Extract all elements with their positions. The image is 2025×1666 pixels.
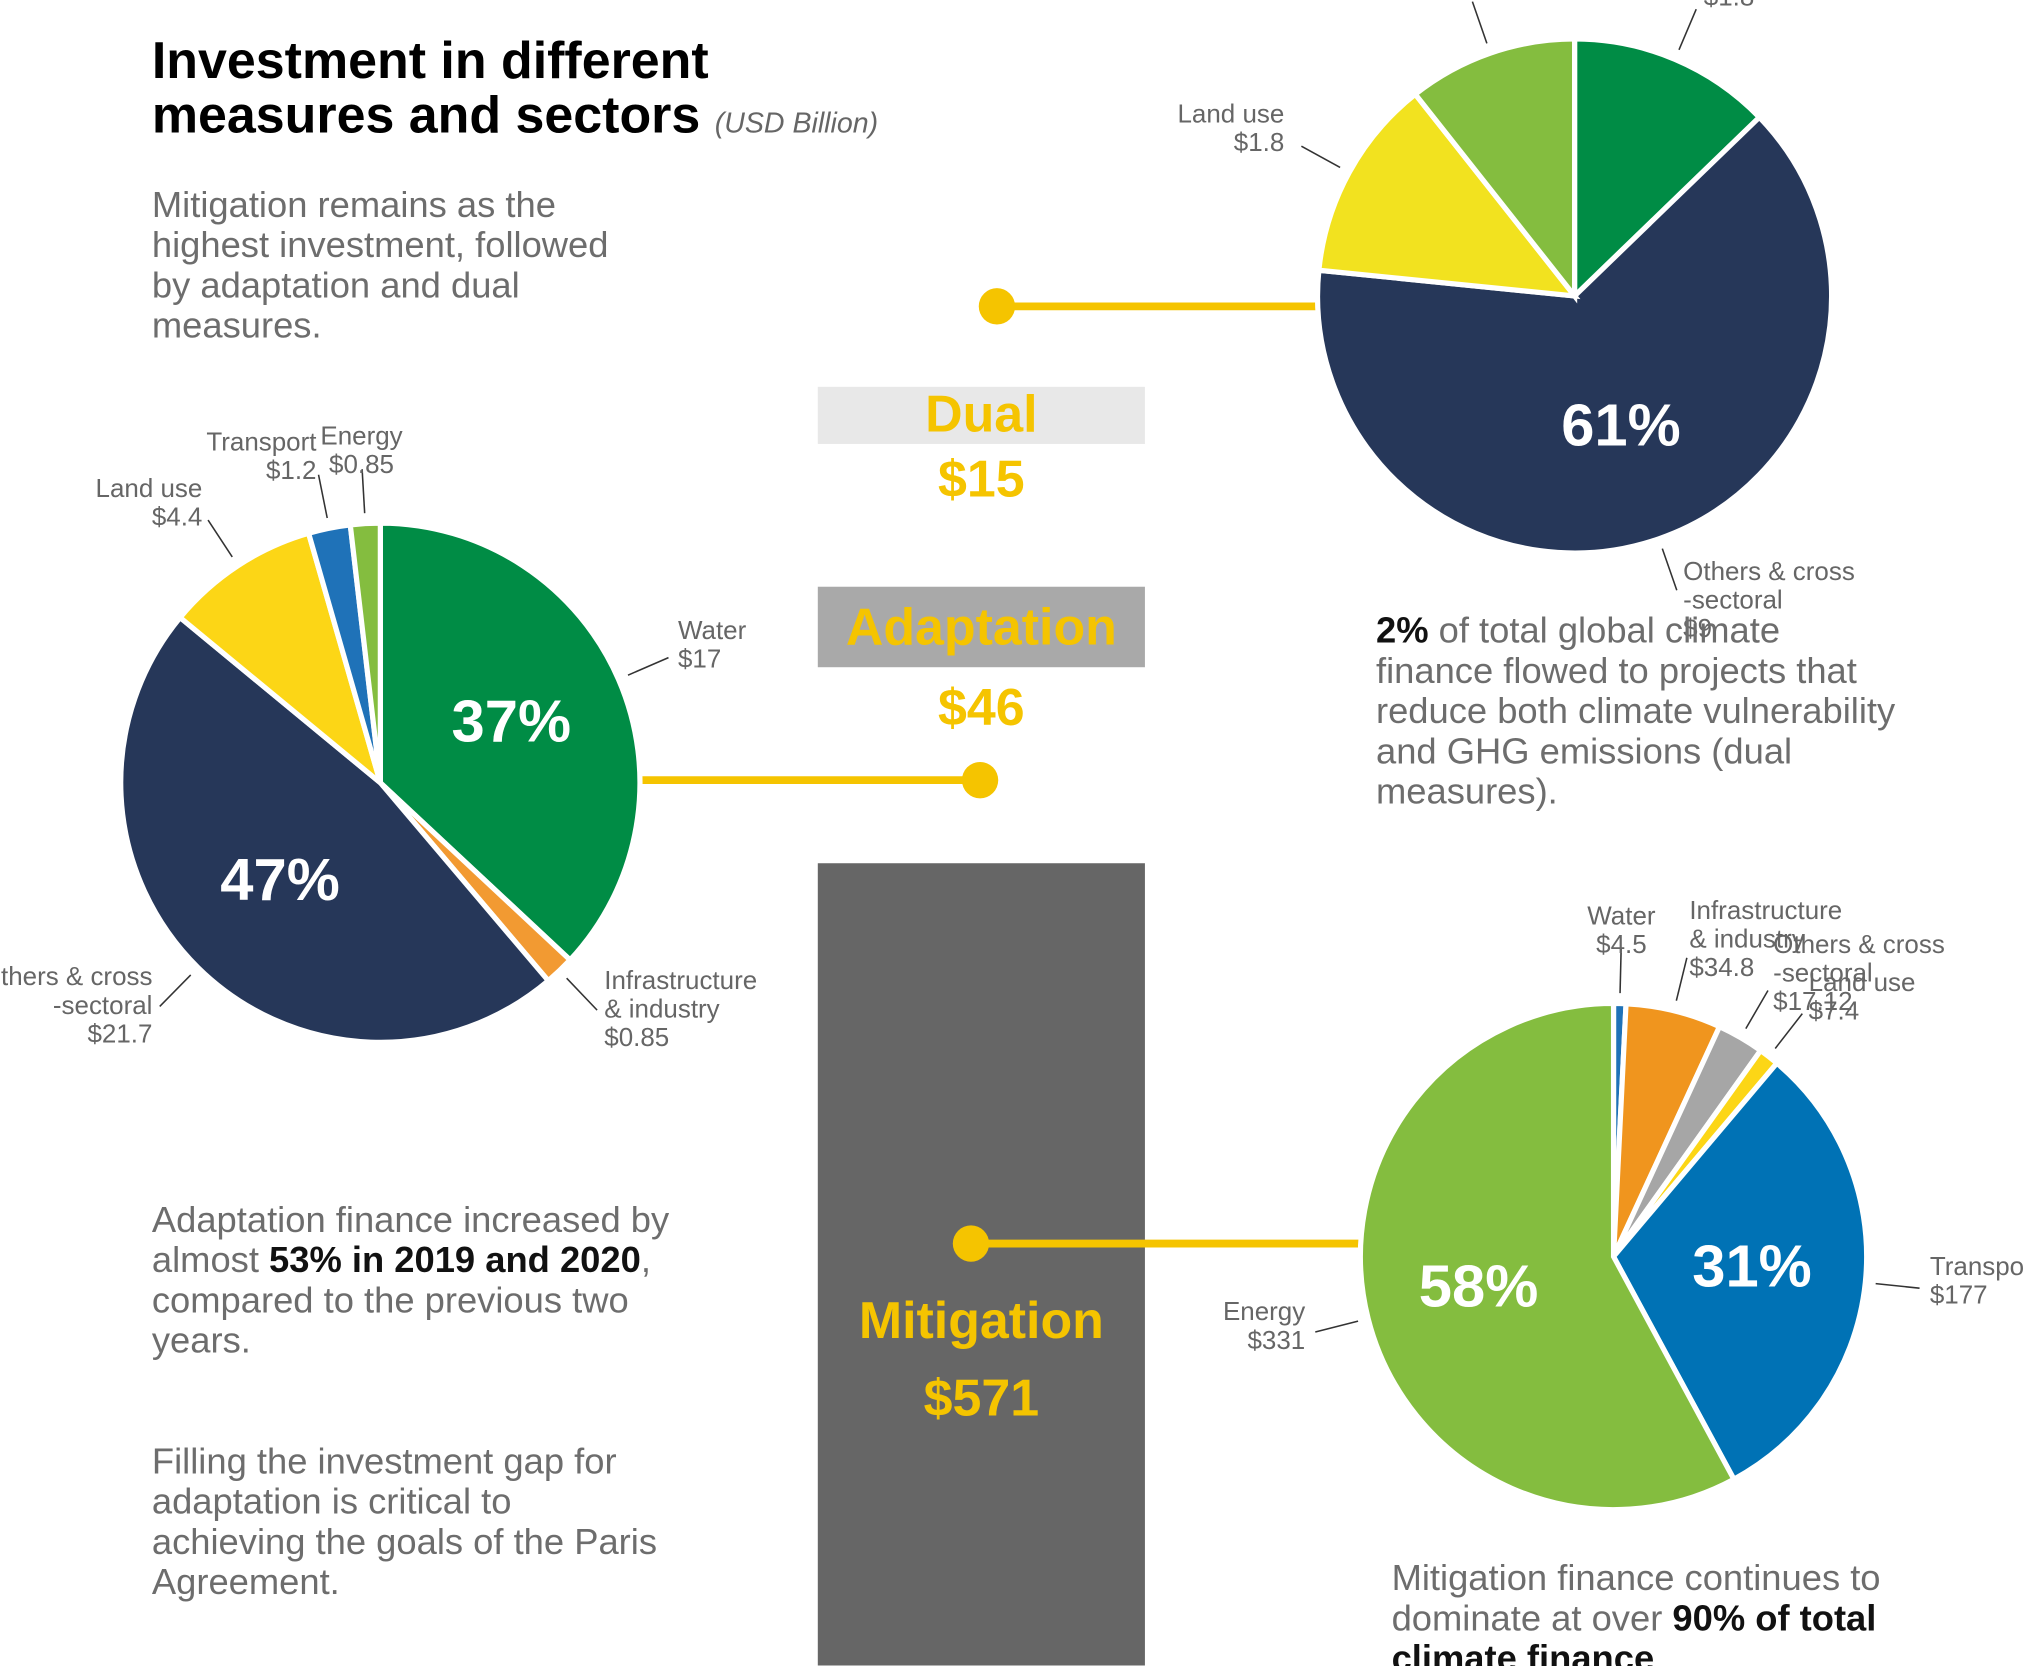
slice-value: $17.12 xyxy=(1773,986,1852,1016)
slice xyxy=(1314,113,1835,556)
note-run: Filling the investment gap for adaptatio… xyxy=(151,1440,658,1602)
slice-value: $4.4 xyxy=(152,502,203,532)
slice-value: $4.5 xyxy=(1596,929,1647,959)
title: Investment in different measures and sec… xyxy=(151,32,709,145)
unit: (USD Billion) xyxy=(714,106,879,139)
connector-dot xyxy=(978,288,1016,325)
leader-line xyxy=(207,519,233,558)
slice-value: $34.8 xyxy=(1689,952,1754,982)
note-run: 53% in 2019 and 2020 xyxy=(269,1239,641,1280)
leader-line xyxy=(627,656,669,676)
slice-label: Others & cross-sectoral xyxy=(1683,556,1855,615)
slice-label: Transport xyxy=(206,426,317,456)
slice-value: $0.85 xyxy=(329,449,394,479)
slice xyxy=(118,613,552,1045)
leader-line xyxy=(1774,1013,1803,1049)
measure-name: Adaptation xyxy=(846,599,1117,657)
connector-dot xyxy=(961,761,999,799)
slice-label: Water xyxy=(678,615,747,645)
slice-label: Others & cross-sectoral xyxy=(1773,929,1945,988)
note-run: 2% xyxy=(1375,610,1429,651)
slice-label: Transport xyxy=(1930,1251,2025,1281)
slice-label: Land use xyxy=(1809,967,1916,997)
slice xyxy=(176,530,386,791)
slice-label: Others & cross-sectoral xyxy=(0,961,152,1020)
connectors xyxy=(636,288,1366,1262)
slice-label: Water xyxy=(1587,900,1656,930)
measure-value: $15 xyxy=(938,451,1025,509)
slice xyxy=(377,520,643,964)
leader-line xyxy=(566,977,598,1011)
slice xyxy=(1316,90,1581,300)
leader-line xyxy=(1678,8,1697,51)
note: Filling the investment gap for adaptatio… xyxy=(152,1441,658,1602)
slice-value: $0.85 xyxy=(604,1022,669,1052)
slice xyxy=(347,520,383,784)
note-run: 90% of total climate finance xyxy=(1391,1597,1877,1666)
slice-value: $21.7 xyxy=(87,1018,152,1048)
slice-label: Land use xyxy=(1178,99,1285,129)
slice-value: $9 xyxy=(1683,613,1712,643)
slice-value: $1.2 xyxy=(266,455,317,485)
slice xyxy=(1610,1059,1870,1483)
leader-line xyxy=(1315,1320,1359,1333)
slice-label: Infrastructure & industry xyxy=(604,965,757,1024)
note-run: , compared to the previous two years. xyxy=(151,1239,651,1361)
leader-line xyxy=(1301,145,1341,169)
percent-label: 31% xyxy=(1692,1233,1812,1300)
leader-line xyxy=(159,974,192,1007)
slice xyxy=(1411,36,1578,304)
measure-name: Dual xyxy=(925,386,1037,444)
leader-line xyxy=(1675,957,1688,1001)
note-run: Adaptation finance increased by almost xyxy=(151,1199,670,1280)
slice-value: $7.4 xyxy=(1809,996,1860,1026)
title-block: Investment in different measures and sec… xyxy=(152,34,879,151)
leader-line xyxy=(1471,1,1488,44)
note: Adaptation finance increased by almost 5… xyxy=(152,1199,671,1360)
measure-value: $46 xyxy=(938,679,1025,737)
adaptation-box xyxy=(817,586,1145,668)
percent-label: 47% xyxy=(220,846,340,913)
leader-line xyxy=(1619,948,1622,994)
slice-label: Land use xyxy=(96,473,203,503)
slice-value: $1.8 xyxy=(1704,0,1755,11)
measure-name: Mitigation xyxy=(859,1292,1104,1350)
slice-label: Energy xyxy=(320,420,402,450)
note-run: . xyxy=(1654,1638,1665,1666)
percent-label: 61% xyxy=(1561,391,1681,458)
leader-line xyxy=(1745,990,1769,1030)
mitigation-box xyxy=(817,863,1145,1666)
slice-label: Infrastructure & industry xyxy=(1689,895,1842,954)
leader-line xyxy=(1875,1282,1920,1289)
note: Mitigation finance continues to dominate… xyxy=(1392,1558,1963,1666)
percent-label: 37% xyxy=(452,688,572,755)
slice xyxy=(1571,36,1764,303)
measure-value: $571 xyxy=(924,1370,1039,1428)
note-run: Mitigation finance continues to dominate… xyxy=(1391,1557,1881,1639)
note: 2% of total global climate finance flowe… xyxy=(1376,610,1895,811)
slice-value: $331 xyxy=(1247,1325,1305,1355)
slice-label: Energy xyxy=(1223,1296,1305,1326)
slice-value: $17 xyxy=(678,644,721,674)
leader-line xyxy=(361,469,366,514)
slice xyxy=(1357,1000,1738,1513)
leader-line xyxy=(317,474,328,519)
intro: Mitigation remains as the highest invest… xyxy=(151,184,609,346)
leader-line xyxy=(1661,548,1678,591)
slice-value: $1.5 xyxy=(1415,0,1466,4)
slice-value: $177 xyxy=(1930,1280,1988,1310)
percent-label: 58% xyxy=(1419,1252,1539,1319)
connector-dot xyxy=(952,1225,990,1262)
slice-value: $1.8 xyxy=(1234,127,1285,157)
dual-box xyxy=(817,386,1145,444)
note-run: of total global climate finance flowed t… xyxy=(1375,610,1896,812)
